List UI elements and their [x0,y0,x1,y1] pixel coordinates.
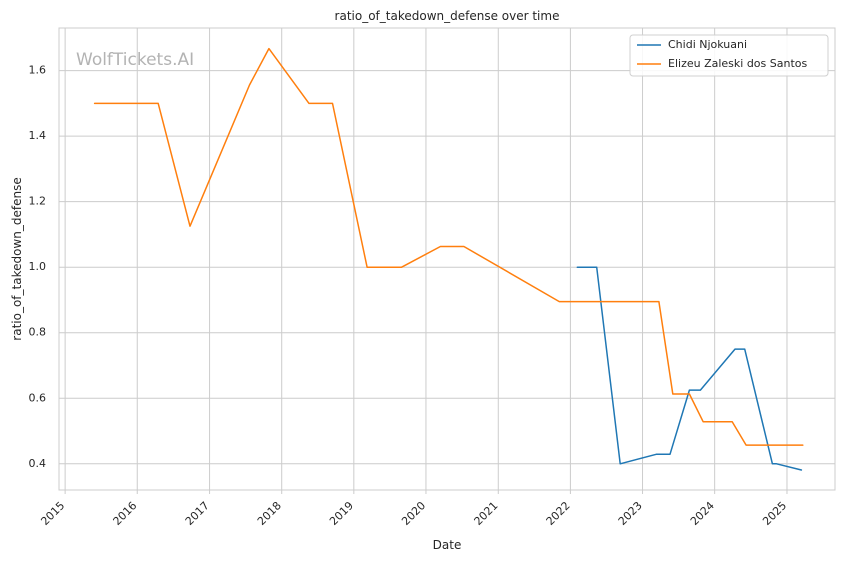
watermark: WolfTickets.AI [76,50,194,70]
series-line-2 [93,47,804,446]
y-tick-label: 1.6 [29,64,47,77]
y-tick-label: 1.0 [29,260,47,273]
y-tick-label: 0.6 [29,391,47,404]
grid [59,28,835,490]
x-axis-title: Date [433,538,462,552]
series-layer [93,47,804,471]
legend: Chidi Njokuani Elizeu Zaleski dos Santos [629,34,829,77]
series-line-1 [576,266,803,471]
y-tick-label: 0.4 [29,457,47,470]
y-axis-title: ratio_of_takedown_defense [10,177,24,340]
y-tick-label: 1.4 [29,129,47,142]
y-tick-labels: 0.4 0.6 0.8 1.0 1.2 1.4 1.6 [29,64,47,470]
legend-label-1: Chidi Njokuani [668,38,747,51]
y-tick-label: 1.2 [29,195,47,208]
y-tick-label: 0.8 [29,326,47,339]
plot-frame [58,27,836,491]
legend-label-2: Elizeu Zaleski dos Santos [668,57,808,70]
legend-box [629,34,829,77]
chart-title: ratio_of_takedown_defense over time [335,9,560,23]
